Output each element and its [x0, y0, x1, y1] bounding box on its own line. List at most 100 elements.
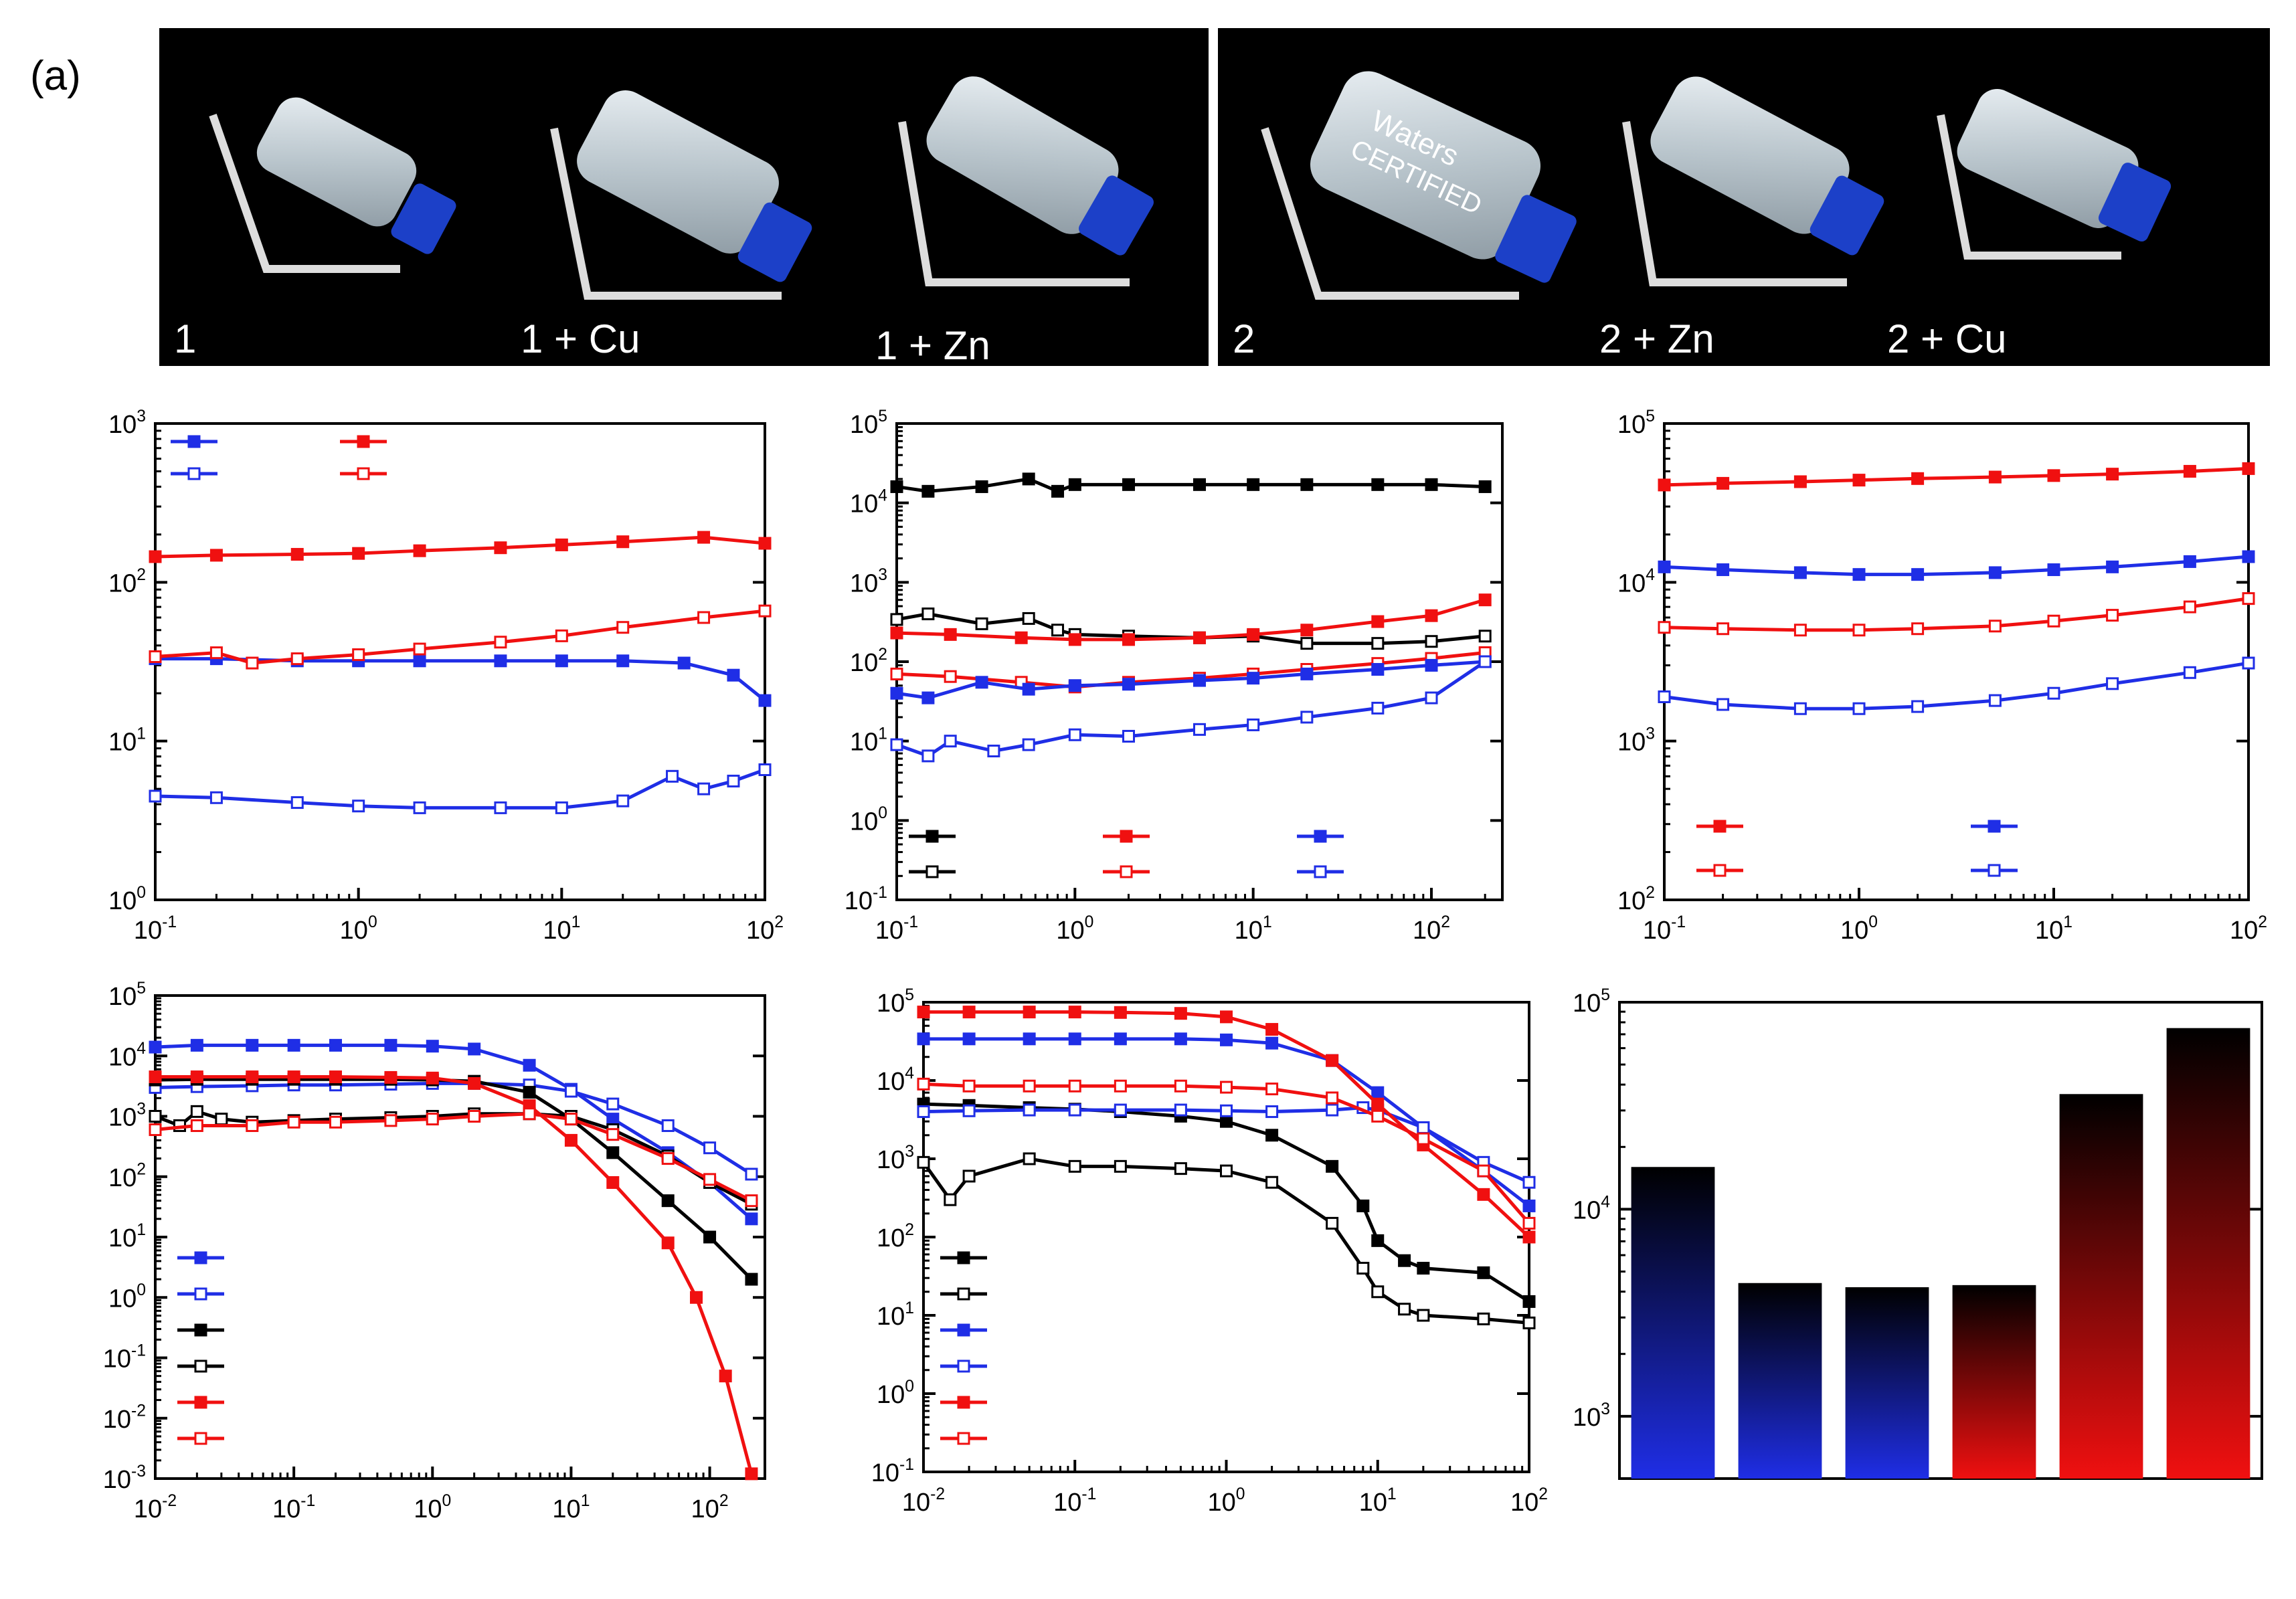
series-f-3-point [1220, 1104, 1233, 1117]
series-c-2-point [1425, 609, 1438, 622]
series-c-4-point [1022, 682, 1035, 696]
series-b-0-point [149, 652, 162, 666]
vial-2-icon: Waters CERTIFIED [1261, 71, 1577, 300]
series-e-2-point [287, 1072, 300, 1086]
series-f-4-point [1417, 1138, 1430, 1151]
series-c-1-point [921, 607, 935, 621]
series-f-5-point [1522, 1216, 1536, 1230]
chart-e-xtick-label: 100 [414, 1492, 451, 1523]
series-e-3-point [523, 1107, 536, 1121]
series-c-3-point [1425, 652, 1438, 665]
series-c-0-point [1051, 484, 1065, 498]
series-e-5-line [155, 1112, 753, 1202]
series-e-5-point [426, 1113, 439, 1126]
series-b-1-point [290, 796, 304, 810]
series-c-5-point [1068, 728, 1081, 741]
chart-e-ytick-label: 100 [108, 1281, 146, 1313]
series-d-1-point [1852, 568, 1866, 581]
series-b-0-point [677, 656, 691, 670]
series-c-1-point [1022, 612, 1035, 625]
series-f-5-point [1220, 1080, 1233, 1094]
series-b-1-point [758, 763, 772, 776]
series-e-4-point [384, 1070, 398, 1084]
series-b-3-point [290, 652, 304, 666]
series-c-1-point [1247, 630, 1260, 643]
series-b-0-point [494, 654, 507, 668]
series-c-0-point [890, 480, 903, 493]
series-e-2-point [329, 1072, 342, 1086]
series-d-0-point [1852, 474, 1866, 487]
series-e-2-point [149, 1073, 162, 1087]
series-d-3-point [1988, 694, 2002, 707]
series-e-1-point [149, 1080, 162, 1094]
series-b-2-point [149, 550, 162, 563]
series-d-0-point [1658, 478, 1671, 492]
series-e-0-point [661, 1146, 675, 1159]
series-d-2-point [1988, 620, 2002, 633]
series-d-0-point [1911, 472, 1925, 485]
chart-f-xtick-label: 100 [1207, 1485, 1245, 1517]
series-e-1-point [329, 1078, 342, 1092]
series-e-4-point [661, 1236, 675, 1250]
series-c-4-point [1068, 679, 1081, 692]
legend-d-marker [1988, 864, 2001, 877]
series-f-0-point [1417, 1262, 1430, 1275]
chart-e-frame [154, 994, 766, 1480]
series-d-1-point [2106, 560, 2119, 573]
series-c-1-line [896, 612, 1486, 646]
legend-f-marker [957, 1359, 970, 1373]
series-e-0-point [426, 1040, 439, 1053]
series-c-3-point [1068, 680, 1081, 694]
series-d-3-point [2183, 666, 2196, 679]
series-c-0-point [1022, 472, 1035, 486]
series-d-2-point [2106, 609, 2119, 622]
series-c-3-point [1300, 663, 1314, 676]
series-e-3-point [149, 1110, 162, 1123]
chart-d: 102 103 104 105 10-1 100 101 102 [1617, 407, 2267, 945]
series-e-4-point [246, 1070, 259, 1084]
chart-d-ytick-label: 104 [1617, 566, 1655, 597]
series-e-0-point [703, 1175, 717, 1189]
chart-e-ytick-label: 102 [108, 1161, 146, 1192]
series-f-2-point [1371, 1086, 1385, 1099]
chart-e-xtick-label: 10-1 [272, 1492, 315, 1523]
series-c-3-line [896, 650, 1486, 689]
series-f-4-line [923, 1010, 1530, 1238]
series-f-0-point [1023, 1101, 1036, 1115]
series-b-0-point [758, 694, 772, 707]
series-f-3-point [1068, 1103, 1081, 1117]
series-d-0-point [1716, 476, 1730, 490]
series-e-4-point [606, 1175, 620, 1189]
series-e-0-point [468, 1042, 481, 1056]
vial-label-2-cu: 2 + Cu [1887, 316, 2007, 361]
legend-d-marker [1713, 864, 1727, 877]
series-f-3-point [1477, 1155, 1490, 1169]
series-c-0-point [921, 484, 935, 498]
series-f-5-point [1417, 1132, 1430, 1145]
series-c-1-point [1371, 637, 1385, 650]
series-e-3-point [384, 1111, 398, 1125]
series-f-1-point [1356, 1262, 1370, 1275]
series-f-5-point [1174, 1079, 1187, 1093]
series-d-2-point [1911, 622, 1925, 636]
chart-d-ytick-label: 105 [1617, 407, 1655, 439]
chart-d-xtick-label: 102 [2230, 913, 2267, 945]
chart-f-ytick-label: 101 [877, 1299, 914, 1331]
series-c-2-point [944, 628, 957, 641]
series-c-4-point [1371, 663, 1385, 676]
chart-f-xtick-label: 101 [1359, 1485, 1397, 1517]
series-b-3-point [246, 656, 259, 670]
vial-label-2-zn: 2 + Zn [1599, 316, 1714, 361]
series-b-1-point [727, 774, 740, 787]
legend-e-marker [194, 1359, 207, 1373]
series-d-3-point [1658, 690, 1671, 704]
series-e-0-point [246, 1038, 259, 1052]
series-d-1-line [1664, 555, 2249, 577]
series-e-4-point [287, 1070, 300, 1084]
series-d-2-point [2183, 600, 2196, 614]
series-c-4-line [896, 660, 1486, 700]
chart-f-ytick-label: 10-1 [871, 1456, 914, 1487]
series-f-0-point [1398, 1254, 1411, 1267]
series-d-0-point [2047, 469, 2060, 482]
series-f-3-point [1522, 1175, 1536, 1189]
